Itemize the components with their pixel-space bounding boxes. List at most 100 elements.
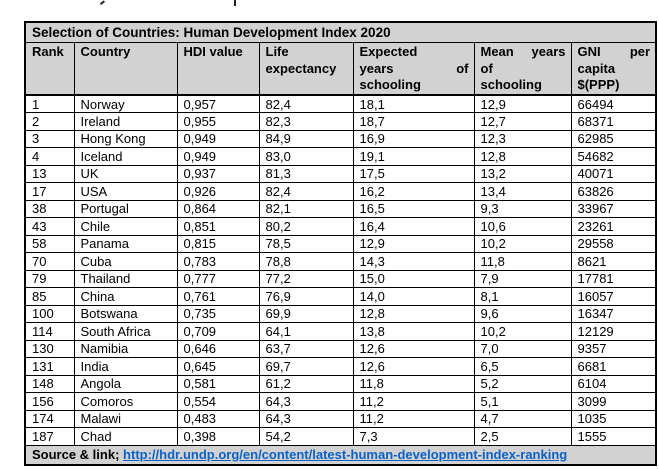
table-cell: Chile <box>73 217 178 236</box>
table-row: 70 Cuba 0,783 78,8 14,3 11,8 8621 <box>24 252 657 271</box>
table-cell: 2 <box>24 112 75 131</box>
table-cell: 66494 <box>570 94 657 113</box>
table-cell: 11,8 <box>473 252 572 271</box>
table-cell: 0,554 <box>176 392 260 411</box>
table-cell: 5,2 <box>473 374 572 393</box>
table-cell: 11,2 <box>352 409 475 428</box>
header-word: per <box>629 44 651 59</box>
column-header-life-expectancy: Life expectancy <box>258 42 354 96</box>
table-body: 1 Norway 0,957 82,4 18,1 12,9 66494 2 Ireland 0,9… <box>24 94 657 446</box>
table-cell: 12,7 <box>473 112 572 131</box>
cutoff-text-fragment <box>234 0 236 6</box>
column-header-country: Country <box>73 42 178 96</box>
table-cell: 40071 <box>570 164 657 183</box>
table-cell: 14,3 <box>352 252 475 271</box>
table-cell: 174 <box>24 409 75 428</box>
cutoff-text-fragment <box>97 0 106 6</box>
table-cell: 156 <box>24 392 75 411</box>
table-cell: 100 <box>24 304 75 323</box>
table-cell: 77,2 <box>258 269 354 288</box>
table-cell: 0,864 <box>176 199 260 218</box>
table-cell: 0,398 <box>176 427 260 446</box>
header-word: Life <box>265 44 289 59</box>
table-cell: 0,949 <box>176 129 260 148</box>
source-row: Source & link; http://hdr.undp.org/en/co… <box>24 444 657 465</box>
table-cell: 63826 <box>570 182 657 201</box>
table-cell: 54682 <box>570 147 657 166</box>
table-row: 131 India 0,645 69,7 12,6 6,5 6681 <box>24 357 657 376</box>
table-cell: 12129 <box>570 322 657 341</box>
table-cell: 16,5 <box>352 199 475 218</box>
table-cell: 0,926 <box>176 182 260 201</box>
table-cell: 9,6 <box>473 304 572 323</box>
table-cell: Botswana <box>73 304 178 323</box>
header-word: of <box>480 60 493 76</box>
header-word: years <box>531 44 566 59</box>
header-word: schooling <box>480 77 542 92</box>
source-label: Source & link; <box>32 447 120 462</box>
table-cell: 14,0 <box>352 287 475 306</box>
table-cell: 17 <box>24 182 75 201</box>
table-cell: 16347 <box>570 304 657 323</box>
table-cell: Iceland <box>73 147 178 166</box>
header-word: of <box>456 60 469 76</box>
table-header-row: Rank Country HDI value Life expectancy Expect… <box>24 42 657 96</box>
table-cell: 0,937 <box>176 164 260 183</box>
table-row: 13 UK 0,937 81,3 17,5 13,2 40071 <box>24 164 657 183</box>
table-cell: 58 <box>24 234 75 253</box>
table-cell: UK <box>73 164 178 183</box>
table-cell: Panama <box>73 234 178 253</box>
source-link[interactable]: http://hdr.undp.org/en/content/latest-hu… <box>123 447 568 462</box>
column-header-rank: Rank <box>24 42 75 96</box>
table-cell: 0,646 <box>176 339 260 358</box>
table-cell: 64,3 <box>258 409 354 428</box>
table-cell: India <box>73 357 178 376</box>
table-cell: 1 <box>24 94 75 113</box>
header-word: Rank <box>32 44 64 59</box>
table-cell: 83,0 <box>258 147 354 166</box>
table-cell: 79 <box>24 269 75 288</box>
column-header-expected-years-of-schooling: Expected years of schooling <box>352 42 475 96</box>
table-cell: 148 <box>24 374 75 393</box>
table-cell: 62985 <box>570 129 657 148</box>
table-cell: 4,7 <box>473 409 572 428</box>
table-cell: 13,2 <box>473 164 572 183</box>
source-cell: Source & link; http://hdr.undp.org/en/co… <box>24 444 657 465</box>
table-cell: Ireland <box>73 112 178 131</box>
table-cell: 0,761 <box>176 287 260 306</box>
table-cell: 0,957 <box>176 94 260 113</box>
table-cell: 0,783 <box>176 252 260 271</box>
table-cell: 82,4 <box>258 94 354 113</box>
table-cell: Hong Kong <box>73 129 178 148</box>
table-cell: Namibia <box>73 339 178 358</box>
header-word: Mean <box>480 44 514 59</box>
table-cell: 70 <box>24 252 75 271</box>
table-cell: 10,2 <box>473 322 572 341</box>
table-cell: 82,4 <box>258 182 354 201</box>
table-cell: 38 <box>24 199 75 218</box>
header-word: years <box>359 60 394 76</box>
table-cell: 0,735 <box>176 304 260 323</box>
table-cell: 10,6 <box>473 217 572 236</box>
column-header-hdi-value: HDI value <box>176 42 260 96</box>
table-row: 2 Ireland 0,955 82,3 18,7 12,7 68371 <box>24 112 657 131</box>
table-cell: 12,3 <box>473 129 572 148</box>
table-cell: 15,0 <box>352 269 475 288</box>
table-row: 130 Namibia 0,646 63,7 12,6 7,0 9357 <box>24 339 657 358</box>
header-word: schooling <box>359 77 421 92</box>
table-cell: 1035 <box>570 409 657 428</box>
table-cell: 68371 <box>570 112 657 131</box>
table-cell: 12,6 <box>352 357 475 376</box>
header-word: capita <box>577 60 616 76</box>
table-cell: 7,3 <box>352 427 475 446</box>
table-cell: 69,7 <box>258 357 354 376</box>
table-cell: 13,4 <box>473 182 572 201</box>
table-cell: South Africa <box>73 322 178 341</box>
table-cell: 12,9 <box>352 234 475 253</box>
table-cell: 2,5 <box>473 427 572 446</box>
table-row: 1 Norway 0,957 82,4 18,1 12,9 66494 <box>24 94 657 113</box>
table-cell: 76,9 <box>258 287 354 306</box>
table-title: Selection of Countries: Human Developmen… <box>24 21 657 43</box>
table-cell: 10,2 <box>473 234 572 253</box>
table-cell: 16,9 <box>352 129 475 148</box>
